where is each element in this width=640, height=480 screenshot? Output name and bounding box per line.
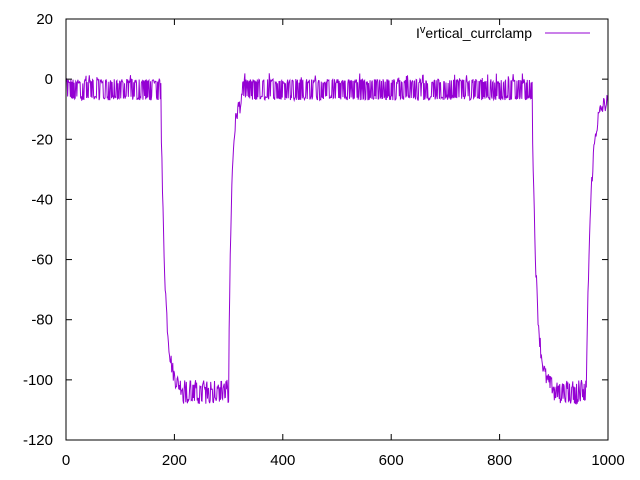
- plot-frame: [65, 18, 609, 441]
- y-tick-label: -80: [31, 312, 53, 329]
- series-line: [65, 73, 609, 405]
- y-tick-label: -40: [31, 191, 53, 208]
- plot-area: [65, 73, 609, 405]
- x-tick-label: 400: [270, 452, 295, 469]
- legend: Ivertical_currclamp: [416, 24, 590, 41]
- x-tick-label: 200: [162, 452, 187, 469]
- x-tick-label: 600: [379, 452, 404, 469]
- legend-label: Ivertical_currclamp: [416, 24, 532, 41]
- x-tick-label: 800: [487, 452, 512, 469]
- x-tick-label: 1000: [591, 452, 624, 469]
- x-tick-label: 0: [62, 452, 70, 469]
- legend-label-base: I: [416, 25, 420, 41]
- legend-label-rest: ertical_currclamp: [425, 25, 532, 41]
- y-tick-label: 20: [36, 11, 53, 28]
- y-tick-label: -60: [31, 252, 53, 269]
- y-tick-label: 0: [45, 71, 53, 88]
- y-tick-label: -20: [31, 131, 53, 148]
- y-tick-label: -100: [23, 372, 53, 389]
- y-tick-label: -120: [23, 432, 53, 449]
- legend-label-sup: v: [420, 24, 426, 36]
